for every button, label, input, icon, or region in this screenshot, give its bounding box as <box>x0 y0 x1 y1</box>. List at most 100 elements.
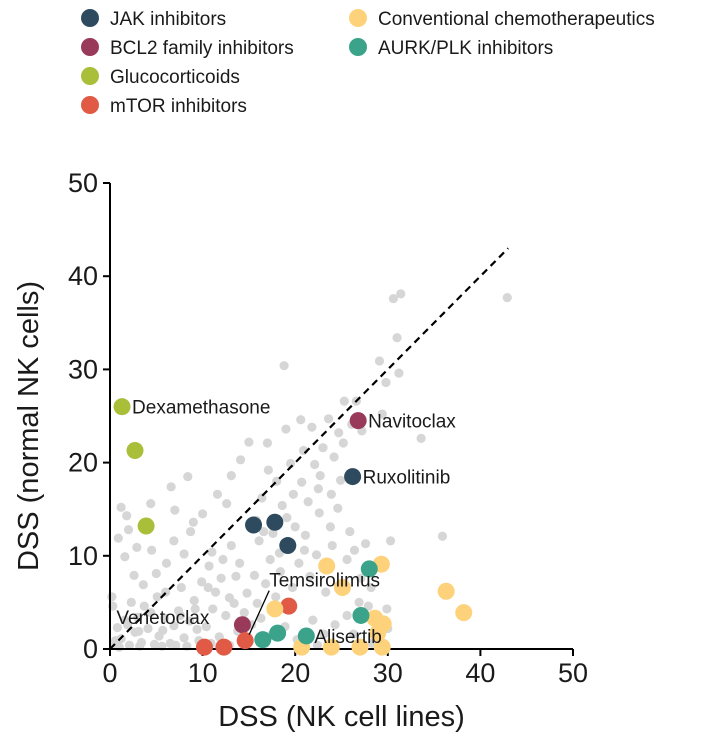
background-point <box>116 502 126 512</box>
background-point <box>334 428 344 438</box>
legend-marker <box>349 38 367 56</box>
background-point <box>314 508 324 518</box>
background-point <box>326 489 336 499</box>
background-point <box>242 588 252 598</box>
x-axis-title: DSS (NK cell lines) <box>218 701 465 733</box>
y-tick-label: 10 <box>68 541 98 571</box>
point-mtor-inhibitors <box>215 638 233 656</box>
y-tick-label: 0 <box>83 634 98 664</box>
background-point <box>218 554 228 565</box>
background-point <box>120 552 130 562</box>
legend-label: AURK/PLK inhibitors <box>378 38 553 59</box>
background-point <box>271 592 281 602</box>
background-point <box>307 422 317 432</box>
background-point <box>203 582 213 593</box>
point-conventional-chemotherapeutics <box>266 600 284 618</box>
background-point <box>123 525 134 535</box>
point-aurk-plk-inhibitors <box>360 560 378 578</box>
point-jak-inhibitors <box>266 513 284 531</box>
point-jak-inhibitors <box>279 537 297 555</box>
background-point <box>222 499 232 509</box>
annotation-label: Ruxolitinib <box>363 468 451 489</box>
background-point <box>107 592 117 602</box>
background-point <box>122 511 132 521</box>
point-conventional-chemotherapeutics <box>318 557 336 575</box>
background-point <box>179 549 189 559</box>
background-point <box>260 579 271 589</box>
legend-label: Conventional chemotherapeutics <box>378 9 655 30</box>
background-point <box>360 539 371 549</box>
background-point <box>287 582 298 593</box>
background-point <box>176 582 186 593</box>
point-aurk-plk-inhibitors <box>254 631 272 649</box>
legend-label: JAK inhibitors <box>110 9 226 30</box>
background-point <box>312 640 323 650</box>
background-point <box>138 580 148 590</box>
background-point <box>204 561 214 571</box>
background-point <box>151 568 161 579</box>
highlighted-points <box>113 398 473 656</box>
point-glucocorticoids <box>126 441 144 459</box>
background-point <box>382 604 392 614</box>
y-tick-label: 20 <box>68 448 98 478</box>
background-point <box>366 582 376 593</box>
background-point <box>345 526 355 537</box>
background-point <box>179 633 189 643</box>
point-conventional-chemotherapeutics <box>351 638 369 656</box>
point-mtor-inhibitors <box>236 632 254 650</box>
background-point <box>188 517 198 527</box>
x-tick-label: 40 <box>465 658 495 688</box>
background-point <box>321 587 331 597</box>
background-point <box>192 624 202 635</box>
background-point <box>303 497 313 507</box>
background-point <box>502 293 512 303</box>
background-point <box>381 377 391 388</box>
y-tick-label: 30 <box>68 354 98 384</box>
background-point <box>221 610 231 621</box>
background-point <box>356 573 366 583</box>
point-conventional-chemotherapeutics <box>333 578 351 596</box>
background-point <box>249 570 260 580</box>
background-point <box>311 550 322 560</box>
background-point <box>263 465 273 475</box>
background-point <box>279 361 289 371</box>
background-point <box>231 571 241 581</box>
background-point <box>207 547 217 557</box>
background-point <box>299 545 310 555</box>
background-point <box>363 601 373 611</box>
background-point <box>169 621 179 631</box>
background-point <box>235 455 246 465</box>
background-point <box>282 512 292 523</box>
background-point <box>268 528 278 539</box>
background-point <box>166 482 176 492</box>
y-tick-label: 50 <box>68 168 98 198</box>
background-point <box>392 333 402 343</box>
background-point <box>257 493 267 503</box>
background-point <box>216 573 226 583</box>
point-jak-inhibitors <box>245 516 263 534</box>
background-point <box>259 526 269 537</box>
background-point <box>354 597 364 608</box>
background-point <box>300 530 310 540</box>
background-point <box>296 415 306 425</box>
annotation-label: Dexamethasone <box>132 398 270 419</box>
background-point <box>158 625 168 635</box>
annotation-label: Navitoclax <box>368 412 456 433</box>
background-point <box>313 484 323 494</box>
background-point <box>333 503 343 513</box>
x-tick-label: 0 <box>102 658 117 688</box>
background-point <box>325 522 335 532</box>
point-conventional-chemotherapeutics <box>322 638 340 656</box>
background-point <box>348 629 359 639</box>
background-point <box>275 567 285 577</box>
background-point <box>198 509 208 519</box>
background-point <box>122 620 133 630</box>
background-point <box>129 570 139 580</box>
background-point <box>377 409 387 419</box>
annotation-label: Alisertib <box>314 627 382 648</box>
background-point <box>252 598 262 608</box>
background-point <box>323 414 334 424</box>
background-point <box>416 433 426 443</box>
background-point <box>149 639 160 649</box>
background-point <box>171 640 181 650</box>
